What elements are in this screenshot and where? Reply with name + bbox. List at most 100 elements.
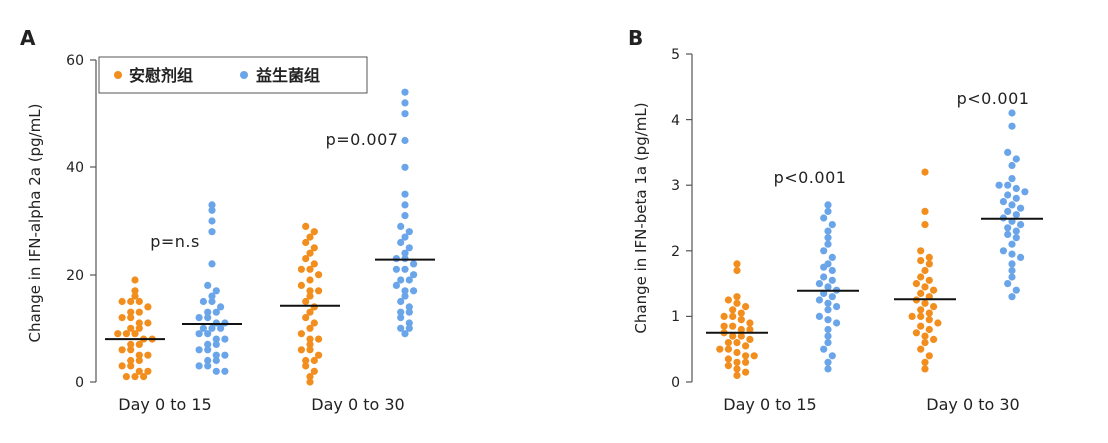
panel-a-data-point	[405, 324, 413, 332]
panel-a-data-point	[302, 297, 310, 306]
panel-a-data-point	[397, 324, 405, 332]
panel-a-data-point	[204, 314, 212, 322]
panel-a-data-point	[127, 362, 135, 370]
panel-a-data-point	[208, 297, 216, 306]
panel-b-data-point	[737, 316, 745, 324]
panel-a-data-point	[401, 136, 409, 145]
panel-b-data-point	[1012, 286, 1020, 294]
panel-b-data-point	[917, 312, 925, 320]
panel-a-data-point	[401, 287, 409, 295]
panel-b-data-point	[921, 168, 929, 176]
panel-b-data-point	[820, 345, 828, 353]
panel-b-data-point	[820, 247, 828, 255]
panel-a-data-point	[302, 222, 310, 230]
panel-b-y-tick-label: 2	[671, 244, 680, 260]
panel-b-data-point	[1008, 266, 1016, 275]
panel-a-data-point	[135, 351, 143, 359]
panel-a-data-point	[212, 308, 220, 316]
panel-b-data-point	[930, 286, 938, 294]
legend-box	[98, 56, 368, 94]
panel-b-data-point	[1004, 224, 1012, 232]
panel-a-data-point	[131, 276, 139, 284]
panel-b-data-point	[824, 365, 832, 373]
panel-b-data-point	[1012, 184, 1020, 193]
panel-a-data-point	[410, 271, 418, 279]
panel-a-pvalue: p=n.s	[150, 232, 200, 251]
panel-b-data-point	[820, 214, 828, 222]
panel-b-data-point	[733, 358, 741, 366]
panel-a-data-point	[127, 314, 135, 322]
panel-a-data-point	[127, 356, 135, 365]
panel-b-data-point	[1008, 175, 1016, 183]
panel-b-data-point	[729, 332, 737, 340]
panel-a-data-point	[397, 238, 405, 247]
panel-a-data-point	[392, 281, 400, 289]
panel-a-data-point	[204, 308, 212, 316]
panel-b-data-point	[746, 325, 754, 334]
panel-b-data-point	[1008, 161, 1016, 170]
panel-a-data-point	[135, 308, 143, 316]
panel-a-data-point	[118, 346, 126, 354]
panel-b-data-point	[917, 257, 925, 265]
panel-b-data-point	[815, 280, 824, 288]
panel-b-data-point	[999, 198, 1008, 206]
panel-a-data-point	[195, 314, 203, 322]
panel-b-data-point	[921, 365, 929, 373]
panel-a-data-point	[122, 373, 130, 381]
panel-a-data-point	[397, 276, 405, 284]
panel-a-data-point	[297, 281, 305, 289]
panel-a-data-point	[302, 362, 310, 370]
panel-b-data-point	[729, 312, 737, 320]
panel-a-data-point	[306, 373, 314, 381]
panel-b-data-point	[824, 227, 832, 235]
panel-a-data-point	[212, 287, 220, 295]
panel-a-data-point	[204, 356, 212, 365]
panel-a-data-point	[401, 201, 409, 209]
panel-b-data-point	[1008, 293, 1016, 301]
panel-a-data-point	[208, 324, 216, 332]
panel-b-data-point	[908, 312, 916, 320]
panel-a-y-tick-label: 0	[75, 375, 84, 391]
panel-a-data-point	[310, 356, 318, 365]
panel-a-data-point	[127, 340, 135, 348]
panel-a-data-point	[135, 367, 143, 375]
panel-b-data-point	[921, 358, 929, 366]
panel-a-data-point	[397, 222, 405, 230]
panel-b-data-point	[746, 335, 754, 343]
panel-a-data-point	[306, 324, 314, 332]
legend: 安慰剂组 益生菌组	[98, 56, 368, 94]
panel-a-data-point	[410, 260, 418, 268]
panel-a-data-point	[397, 308, 405, 316]
legend-placebo-label: 安慰剂组	[129, 66, 193, 85]
panel-a-data-point	[306, 292, 314, 300]
panel-a-data-point	[204, 340, 212, 348]
panel-b-data-point	[742, 368, 750, 376]
panel-b-category-label: Day 0 to 30	[926, 395, 1019, 414]
panel-a-data-point	[131, 373, 139, 381]
panel-a-data-point	[199, 324, 207, 332]
panel-a-data-point	[306, 308, 314, 316]
panel-b-pvalue: p<0.001	[957, 89, 1030, 108]
panel-b-data-points	[706, 109, 1043, 379]
panel-b-data-point	[724, 296, 733, 304]
panel-b-data-point	[917, 247, 925, 255]
panel-b-data-point	[828, 276, 836, 284]
panel-a-data-point	[401, 212, 409, 220]
panel-a-data-point	[315, 335, 323, 343]
panel-a-data-point	[310, 244, 318, 252]
panel-a-data-point	[144, 319, 152, 327]
panel-a-data-point	[199, 297, 207, 306]
panel-a-data-point	[310, 319, 318, 327]
panel-a-data-points	[105, 88, 435, 386]
panel-b-data-point	[1008, 122, 1016, 130]
panel-b-data-point	[921, 283, 929, 291]
panel-b-data-point	[999, 247, 1008, 255]
panel-b-data-point	[824, 240, 832, 248]
panel-a-data-point	[306, 265, 314, 273]
panel-b-data-point	[828, 293, 836, 301]
panel-b-data-point	[733, 371, 741, 379]
panel-b-letter: B	[628, 26, 643, 50]
legend-probiotic-marker	[240, 71, 248, 79]
panel-b-data-point	[733, 299, 741, 307]
